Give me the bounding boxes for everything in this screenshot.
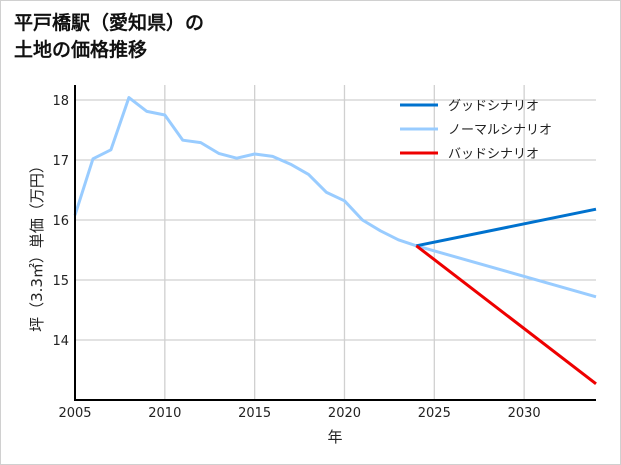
y-tick-label: 15 bbox=[52, 274, 69, 289]
y-tick-label: 17 bbox=[52, 154, 69, 169]
y-tick-label: 14 bbox=[52, 334, 69, 349]
x-tick-label: 2005 bbox=[58, 406, 91, 421]
title-line-2: 土地の価格推移 bbox=[14, 39, 148, 61]
y-tick-label: 18 bbox=[52, 94, 69, 109]
series-line-2 bbox=[415, 244, 597, 385]
y-tick-label: 16 bbox=[52, 214, 69, 229]
x-tick-label: 2020 bbox=[328, 406, 361, 421]
x-tick-label: 2025 bbox=[418, 406, 451, 421]
x-axis-label: 年 bbox=[327, 428, 342, 446]
chart-title: 平戸橋駅（愛知県）の 土地の価格推移 bbox=[14, 10, 204, 64]
series-line-0 bbox=[416, 207, 597, 248]
series-line-1 bbox=[73, 96, 597, 299]
x-tick-label: 2015 bbox=[238, 406, 271, 421]
legend-label: バッドシナリオ bbox=[448, 147, 539, 162]
legend-label: グッドシナリオ bbox=[448, 99, 539, 114]
y-axis-label: 坪（3.3㎡）単価（万円） bbox=[28, 158, 46, 332]
x-tick-label: 2030 bbox=[508, 406, 541, 421]
title-line-1: 平戸橋駅（愛知県）の bbox=[14, 12, 205, 34]
x-tick-label: 2010 bbox=[148, 406, 181, 421]
legend-label: ノーマルシナリオ bbox=[448, 123, 552, 138]
